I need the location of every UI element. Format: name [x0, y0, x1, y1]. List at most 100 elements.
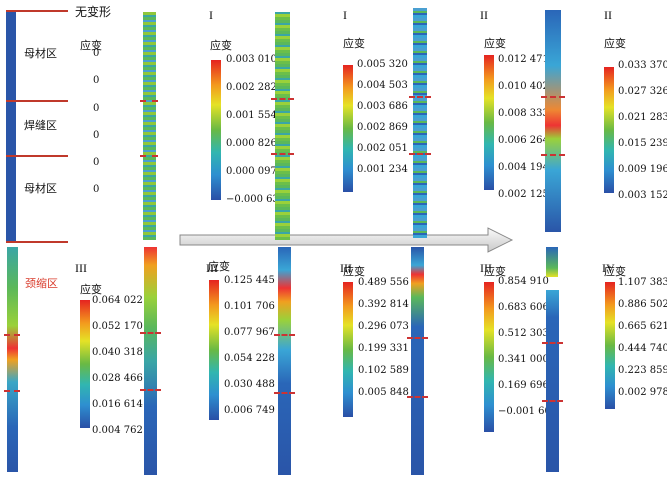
panel-3-colorbar [604, 67, 614, 193]
panel-1-scale-label: 应变 [343, 37, 365, 50]
panel-4-stage: III [75, 261, 87, 275]
panel-2-tick-5: 0.002 125 [498, 189, 549, 200]
panel-0-stage: I [209, 8, 213, 22]
panel-5-tick-4: 0.030 488 [224, 379, 275, 390]
panel-7-tick-3: 0.341 000 [498, 354, 549, 365]
panel-7-colorbar [484, 282, 494, 432]
panel-2-colorbar [484, 55, 494, 190]
panel-5-colorbar [209, 280, 219, 420]
panel-1-tick-3: 0.002 869 [357, 122, 408, 133]
panel-1-tick-0: 0.005 320 [357, 59, 408, 70]
panel-7-tick-2: 0.512 303 [498, 328, 549, 339]
panel-4-scale-label: 应变 [80, 283, 102, 296]
panel-4-tick-3: 0.028 466 [92, 373, 143, 384]
panel-6-colorbar [343, 282, 353, 417]
initial-specimen-bar [6, 10, 16, 242]
stage3-a-mark-2 [4, 390, 20, 392]
panel-2-tick-2: 0.008 333 [498, 108, 549, 119]
progress-arrow [179, 227, 514, 253]
initial-tick-0: 0 [93, 48, 100, 59]
panel-2-weld-mark-1 [541, 154, 565, 156]
panel-1-colorbar [343, 65, 353, 192]
panel-8-tick-1: 0.886 502 [618, 299, 667, 310]
panel-5-tick-2: 0.077 967 [224, 327, 275, 338]
initial-scale-label: 应变 [80, 39, 102, 52]
panel-2-tick-4: 0.004 194 [498, 162, 549, 173]
panel-2-strain-strip [545, 10, 561, 232]
panel-0-tick-4: 0.000 097 [226, 166, 277, 177]
panel-5-weld-mark-0 [274, 334, 295, 336]
panel-2-tick-0: 0.012 471 [498, 54, 549, 65]
panel-4-tick-1: 0.052 170 [92, 321, 143, 332]
zone-divider-bottom [6, 241, 68, 243]
panel-6-stage: III [340, 261, 352, 275]
panel-3-tick-1: 0.027 326 [618, 86, 667, 97]
panel-4-tick-0: 0.064 022 [92, 295, 143, 306]
panel-0-tick-0: 0.003 010 [226, 54, 277, 65]
panel-7-tick-5: −0.001 607 [498, 406, 558, 417]
panel-6-strain-strip [411, 247, 424, 475]
panel-0-weld-mark-1 [271, 153, 294, 155]
initial-tick-1: 0 [93, 75, 100, 86]
panel-5-weld-mark-1 [274, 392, 295, 394]
panel-5-tick-1: 0.101 706 [224, 301, 275, 312]
panel-3-tick-4: 0.009 196 [618, 164, 667, 175]
panel-0-tick-5: −0.000 631 [226, 194, 286, 205]
panel-2-scale-label: 应变 [484, 37, 506, 50]
panel-5-tick-0: 0.125 445 [224, 275, 275, 286]
panel-3-tick-0: 0.033 370 [618, 60, 667, 71]
stage3-specimen-strip-a [7, 247, 18, 472]
panel-3-tick-2: 0.021 283 [618, 112, 667, 123]
panel-5-tick-5: 0.006 749 [224, 405, 275, 416]
initial-tick-4: 0 [93, 157, 100, 168]
panel-0-tick-2: 0.001 554 [226, 110, 277, 121]
panel-6-tick-5: 0.005 848 [358, 387, 409, 398]
panel-0-scale-label: 应变 [210, 39, 232, 52]
zone-divider-2 [6, 155, 68, 157]
panel-5-tick-3: 0.054 228 [224, 353, 275, 364]
panel-3-stage: II [604, 8, 612, 22]
panel-1-tick-1: 0.004 503 [357, 80, 408, 91]
panel-6-scale-label: 应变 [343, 265, 365, 278]
panel-5-stage: III [206, 261, 218, 275]
panel-6-tick-3: 0.199 331 [358, 343, 409, 354]
panel-6-tick-2: 0.296 073 [358, 321, 409, 332]
initial-title: 无变形 [75, 5, 112, 19]
panel-1-stage: I [343, 8, 347, 22]
zone-label-base-2: 母材区 [24, 182, 57, 195]
zone-label-base-1: 母材区 [24, 47, 57, 60]
panel-7-fracture-top [546, 247, 558, 277]
initial-strain-strip [143, 12, 156, 240]
panel-0-tick-3: 0.000 826 [226, 138, 277, 149]
initial-weld-mark-1 [140, 100, 158, 102]
stage3-a-mark-1 [4, 334, 20, 336]
panel-7-stage: III [480, 261, 492, 275]
panel-5-strain-strip [278, 247, 291, 475]
panel-4-strain-strip [144, 247, 157, 475]
panel-4-weld-mark-0 [140, 332, 161, 334]
panel-2-stage: II [480, 8, 488, 22]
panel-8-tick-5: 0.002 978 [618, 387, 667, 398]
panel-1-strain-strip [413, 8, 427, 238]
panel-0-strain-strip [275, 12, 290, 240]
panel-4-colorbar [80, 300, 90, 428]
panel-2-tick-1: 0.010 402 [498, 81, 549, 92]
panel-1-tick-2: 0.003 686 [357, 101, 408, 112]
panel-1-tick-4: 0.002 051 [357, 143, 408, 154]
panel-8-scale-label: 应变 [604, 265, 626, 278]
initial-tick-3: 0 [93, 130, 100, 141]
initial-tick-2: 0 [93, 103, 100, 114]
panel-2-weld-mark-0 [541, 96, 565, 98]
panel-2-tick-3: 0.006 264 [498, 135, 549, 146]
panel-1-weld-mark-1 [409, 153, 431, 155]
panel-0-tick-1: 0.002 282 [226, 82, 277, 93]
panel-7-scale-label: 应变 [484, 265, 506, 278]
panel-8-tick-4: 0.223 859 [618, 365, 667, 376]
panel-8-tick-0: 1.107 383 [618, 277, 667, 288]
panel-7-tick-1: 0.683 606 [498, 302, 549, 313]
panel-0-colorbar [211, 60, 221, 200]
panel-0-weld-mark-0 [271, 98, 294, 100]
panel-8-colorbar [605, 282, 615, 409]
initial-colorbar [80, 52, 90, 192]
panel-3-tick-5: 0.003 152 [618, 190, 667, 201]
